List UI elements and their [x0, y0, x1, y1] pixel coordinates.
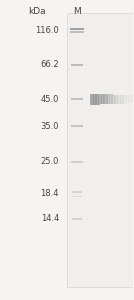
Bar — [114, 94, 115, 104]
Bar — [90, 94, 91, 105]
Bar — [116, 94, 117, 104]
Bar — [71, 64, 83, 66]
Text: 35.0: 35.0 — [41, 122, 59, 130]
Bar — [106, 94, 107, 104]
Bar — [95, 94, 97, 105]
Bar — [67, 13, 133, 287]
Bar — [92, 94, 93, 105]
Bar — [130, 95, 131, 103]
Bar — [99, 94, 100, 104]
Bar — [94, 94, 95, 105]
Bar — [117, 95, 118, 104]
Bar — [97, 94, 98, 105]
Bar — [70, 31, 84, 33]
Bar — [90, 94, 92, 105]
Bar — [110, 94, 111, 104]
Bar — [109, 94, 110, 104]
Bar — [132, 95, 133, 103]
Text: kDa: kDa — [28, 7, 45, 16]
Bar — [128, 95, 129, 103]
Bar — [121, 95, 122, 103]
Bar — [93, 94, 94, 105]
Bar — [101, 94, 102, 104]
Bar — [102, 94, 103, 104]
Bar — [129, 95, 130, 103]
Bar — [72, 218, 82, 220]
Bar — [72, 196, 82, 197]
Bar — [131, 95, 132, 103]
Bar — [111, 94, 113, 104]
Bar — [104, 94, 105, 104]
Bar — [95, 94, 96, 105]
Bar — [108, 94, 109, 104]
Bar — [71, 125, 83, 127]
Text: M: M — [73, 7, 81, 16]
Bar — [96, 94, 97, 105]
Bar — [122, 95, 123, 103]
Bar — [109, 94, 110, 104]
Bar — [70, 28, 84, 30]
Bar — [125, 95, 126, 103]
Bar — [105, 94, 106, 104]
Bar — [128, 95, 129, 103]
Text: 14.4: 14.4 — [41, 214, 59, 223]
Bar — [71, 161, 83, 163]
Text: 66.2: 66.2 — [40, 60, 59, 69]
Text: 116.0: 116.0 — [35, 26, 59, 35]
Bar — [122, 95, 124, 103]
Bar — [106, 94, 107, 104]
Bar — [131, 95, 132, 103]
Bar — [113, 94, 114, 104]
Bar — [98, 94, 99, 104]
Bar — [114, 94, 116, 104]
Bar — [111, 94, 112, 104]
Bar — [103, 94, 105, 104]
Bar — [103, 94, 104, 104]
Bar — [115, 94, 116, 104]
Bar — [124, 95, 125, 103]
Bar — [125, 95, 126, 103]
Bar — [119, 95, 120, 104]
Bar — [93, 94, 94, 105]
Text: 25.0: 25.0 — [41, 158, 59, 166]
Bar — [120, 95, 121, 104]
Bar — [127, 95, 128, 103]
Bar — [112, 94, 113, 104]
Text: 18.4: 18.4 — [41, 189, 59, 198]
Bar — [72, 191, 82, 193]
Bar — [100, 94, 101, 104]
Text: 45.0: 45.0 — [41, 95, 59, 104]
Bar — [98, 94, 99, 105]
Bar — [126, 95, 127, 103]
Bar — [107, 94, 108, 104]
Bar — [123, 95, 124, 103]
Bar — [120, 95, 121, 104]
Bar — [117, 95, 118, 104]
Bar — [118, 95, 119, 104]
Bar — [71, 98, 83, 100]
Bar — [91, 94, 92, 105]
Bar — [89, 94, 90, 105]
Bar — [100, 94, 102, 104]
